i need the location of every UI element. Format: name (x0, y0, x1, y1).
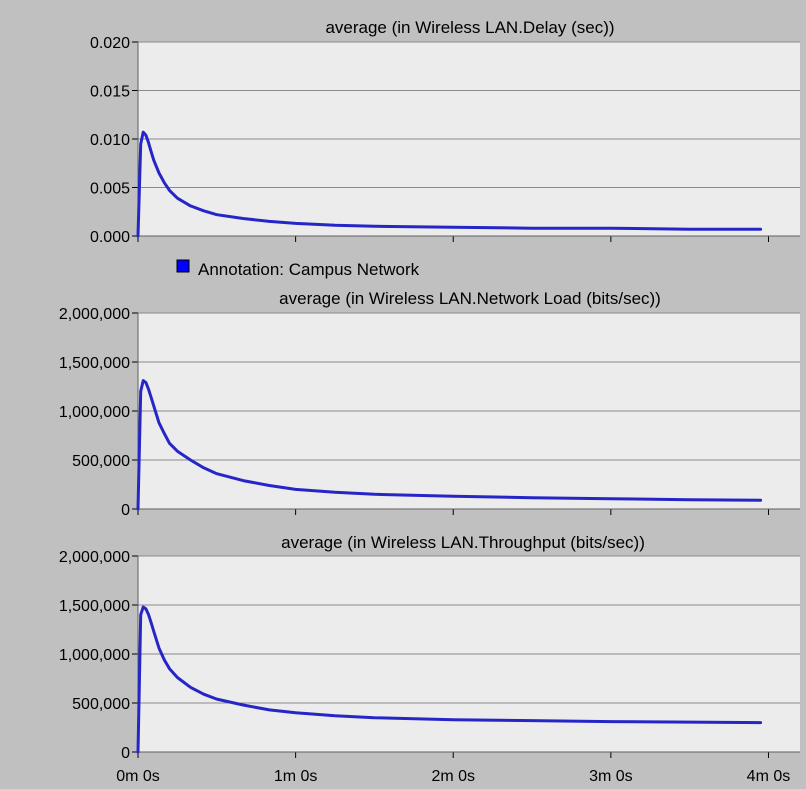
series-line-1 (136, 130, 763, 238)
panel-title: average (in Wireless LAN.Delay (sec)) (325, 18, 614, 37)
x-tick-label: 1m 0s (274, 768, 318, 785)
series-line-1 (136, 605, 763, 754)
x-tick-label: 0m 0s (116, 768, 160, 785)
y-tick-label: 1,500,000 (59, 598, 130, 615)
y-tick-label: 1,000,000 (59, 647, 130, 664)
x-tick-label: 3m 0s (589, 768, 633, 785)
panel-title: average (in Wireless LAN.Network Load (b… (279, 289, 661, 308)
legend-label: Annotation: Campus Network (198, 260, 420, 279)
x-tick-label: 2m 0s (431, 768, 475, 785)
y-tick-label: 0.005 (90, 181, 130, 198)
legend: Annotation: Campus Network (176, 259, 420, 279)
series-line-1 (136, 379, 763, 511)
y-tick-label: 2,000,000 (59, 306, 130, 323)
legend-swatch (176, 259, 190, 273)
y-tick-label: 0.000 (90, 229, 130, 246)
chart-panel-2: 0 500,000 1,000,000 1,500,000 2,000,000 avera… (59, 289, 800, 519)
y-tick-label: 0.015 (90, 84, 130, 101)
y-tick-label: 0 (121, 745, 130, 762)
chart-panels: 0.000 0.005 0.010 0.015 0.020 average (in Wir… (59, 18, 800, 785)
y-tick-label: 0 (121, 502, 130, 519)
y-tick-label: 1,000,000 (59, 404, 130, 421)
y-tick-label: 500,000 (72, 696, 130, 713)
x-tick-label: 4m 0s (747, 768, 791, 785)
panel-title: average (in Wireless LAN.Throughput (bit… (281, 533, 645, 552)
chart-panel-3: 0 500,000 1,000,000 1,500,000 2,000,000 0m 0s… (59, 533, 800, 785)
y-tick-label: 2,000,000 (59, 549, 130, 566)
chart-panel-1: 0.000 0.005 0.010 0.015 0.020 average (in Wir… (90, 18, 800, 246)
y-tick-label: 500,000 (72, 453, 130, 470)
y-tick-label: 0.020 (90, 35, 130, 52)
y-tick-label: 0.010 (90, 132, 130, 149)
y-tick-label: 1,500,000 (59, 355, 130, 372)
